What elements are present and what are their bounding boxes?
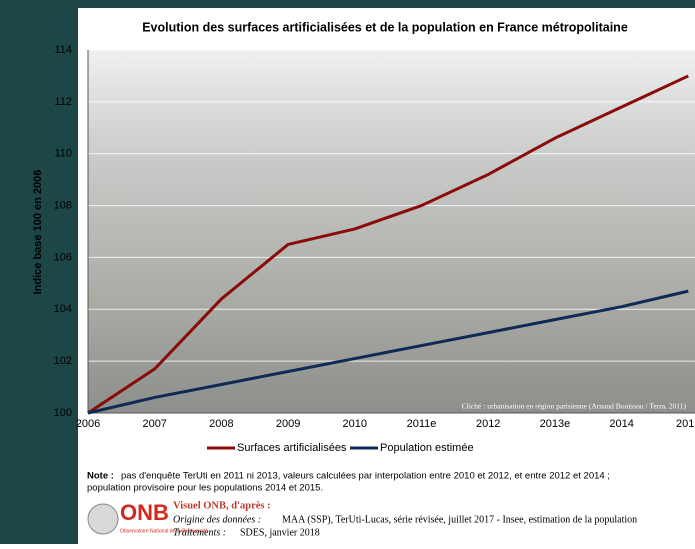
y-axis-label: Indice base 100 en 2006: [32, 170, 44, 295]
series-line: [87, 74, 689, 415]
x-tick-label: 2014: [609, 418, 633, 430]
y-tick-label: 108: [54, 199, 72, 211]
background-photo: [88, 50, 695, 413]
source-heading: Visuel ONB, d'après :: [173, 500, 271, 511]
x-tick-label: 2009: [276, 418, 300, 430]
logo-emblem: [87, 503, 119, 535]
y-tick-label: 102: [54, 355, 72, 367]
logo-subtitle: Observatoire National de la Biodiversité: [120, 528, 208, 534]
x-tick-label: 2010: [343, 418, 367, 430]
y-tick-label: 112: [54, 96, 72, 108]
source-text: MAA (SSP), TerUti-Lucas, série révisée, …: [282, 514, 637, 525]
legend-label: Surfaces artificialisées: [237, 442, 347, 454]
note-label: Note :: [87, 471, 114, 482]
y-tick-label: 106: [54, 251, 72, 263]
y-tick-label: 114: [54, 44, 72, 56]
x-tick-label: 2008: [209, 418, 233, 430]
legend-label: Population estimée: [380, 442, 474, 454]
source-label: Origine des données :: [173, 514, 261, 525]
source-label: Traitements :: [173, 527, 226, 538]
series-line: [87, 289, 689, 415]
x-tick-label: 2012: [476, 418, 500, 430]
chart-title: Evolution des surfaces artificialisées e…: [142, 20, 628, 34]
x-tick-label: 2006: [76, 418, 100, 430]
note-text: pas d'enquête TerUti en 2011 ni 2013, va…: [121, 471, 610, 482]
logo: ONB: [120, 500, 169, 525]
x-tick-label: 2013e: [540, 418, 571, 430]
photo-credit: Cliché : urbanisation en région parisien…: [462, 402, 687, 411]
y-tick-label: 100: [54, 407, 72, 419]
note-text: population provisoire pour les populatio…: [87, 483, 323, 494]
source-text: SDES, janvier 2018: [240, 527, 320, 538]
x-tick-label: 2011e: [407, 418, 437, 430]
y-tick-label: 110: [54, 148, 72, 160]
x-tick-label: 2007: [142, 418, 166, 430]
y-tick-label: 104: [54, 303, 72, 315]
x-tick-label: 2015: [676, 418, 695, 430]
